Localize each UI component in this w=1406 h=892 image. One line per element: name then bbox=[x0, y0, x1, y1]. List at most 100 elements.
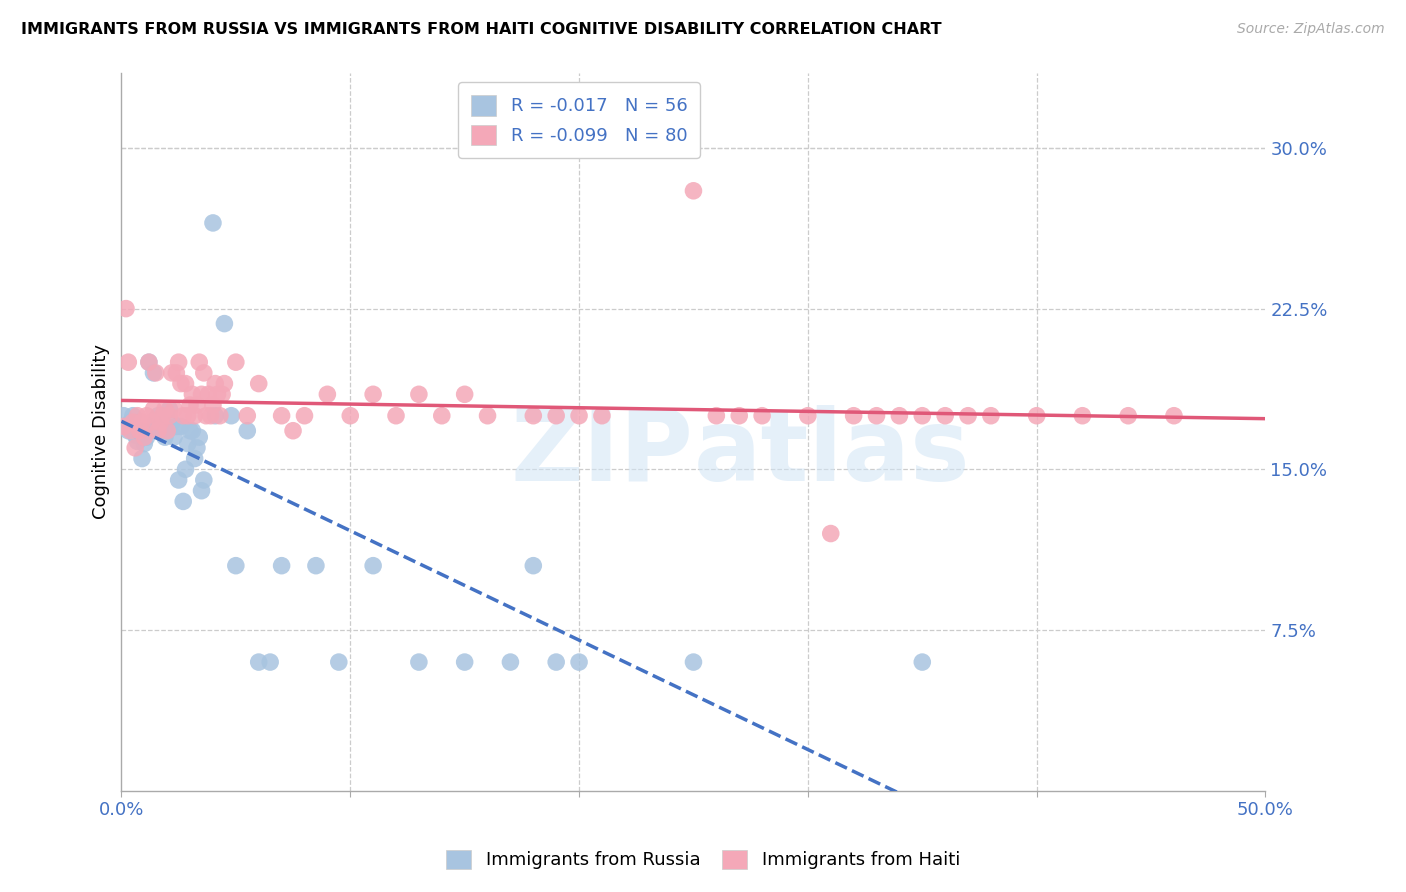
Point bbox=[183, 451, 205, 466]
Point bbox=[165, 419, 187, 434]
Point bbox=[270, 409, 292, 423]
Point bbox=[889, 409, 911, 423]
Point bbox=[117, 424, 139, 438]
Point bbox=[728, 409, 751, 423]
Legend: Immigrants from Russia, Immigrants from Haiti: Immigrants from Russia, Immigrants from … bbox=[437, 841, 969, 879]
Point bbox=[138, 355, 160, 369]
Point bbox=[211, 387, 233, 401]
Point bbox=[122, 415, 145, 429]
Point bbox=[430, 409, 453, 423]
Point bbox=[115, 419, 138, 434]
Point bbox=[120, 415, 142, 429]
Point bbox=[546, 409, 568, 423]
Point bbox=[170, 419, 193, 434]
Point bbox=[1071, 409, 1094, 423]
Point bbox=[328, 655, 350, 669]
Point bbox=[188, 355, 211, 369]
Point bbox=[361, 387, 384, 401]
Point bbox=[568, 655, 591, 669]
Text: atlas: atlas bbox=[693, 405, 970, 502]
Point bbox=[131, 415, 153, 429]
Point bbox=[236, 409, 259, 423]
Point bbox=[797, 409, 820, 423]
Point bbox=[957, 409, 980, 423]
Point bbox=[172, 494, 194, 508]
Point bbox=[259, 655, 281, 669]
Point bbox=[214, 376, 236, 391]
Point bbox=[142, 402, 165, 417]
Point bbox=[499, 655, 522, 669]
Point bbox=[208, 409, 231, 423]
Point bbox=[112, 419, 135, 434]
Point bbox=[142, 366, 165, 380]
Point bbox=[181, 424, 204, 438]
Point bbox=[117, 355, 139, 369]
Point bbox=[408, 387, 430, 401]
Point bbox=[247, 376, 270, 391]
Point bbox=[179, 398, 201, 412]
Point bbox=[134, 436, 156, 450]
Point bbox=[197, 387, 219, 401]
Point bbox=[153, 402, 176, 417]
Point bbox=[152, 415, 174, 429]
Point bbox=[408, 655, 430, 669]
Point bbox=[177, 409, 200, 423]
Point bbox=[159, 402, 181, 417]
Point bbox=[170, 376, 193, 391]
Text: IMMIGRANTS FROM RUSSIA VS IMMIGRANTS FROM HAITI COGNITIVE DISABILITY CORRELATION: IMMIGRANTS FROM RUSSIA VS IMMIGRANTS FRO… bbox=[21, 22, 942, 37]
Point bbox=[160, 415, 183, 429]
Point bbox=[201, 216, 224, 230]
Point bbox=[865, 409, 887, 423]
Point bbox=[1116, 409, 1139, 423]
Point bbox=[120, 424, 142, 438]
Point bbox=[214, 317, 236, 331]
Point bbox=[183, 409, 205, 423]
Point bbox=[149, 415, 172, 429]
Point bbox=[124, 441, 146, 455]
Point bbox=[1163, 409, 1185, 423]
Point bbox=[186, 441, 208, 455]
Point bbox=[181, 387, 204, 401]
Point bbox=[186, 398, 208, 412]
Point bbox=[124, 428, 146, 442]
Point bbox=[207, 387, 229, 401]
Point bbox=[195, 409, 218, 423]
Text: Source: ZipAtlas.com: Source: ZipAtlas.com bbox=[1237, 22, 1385, 37]
Point bbox=[190, 483, 212, 498]
Point bbox=[294, 409, 316, 423]
Point bbox=[153, 430, 176, 444]
Point bbox=[751, 409, 773, 423]
Point bbox=[145, 366, 167, 380]
Point bbox=[134, 430, 156, 444]
Point bbox=[704, 409, 727, 423]
Point bbox=[225, 558, 247, 573]
Point bbox=[200, 409, 222, 423]
Point bbox=[112, 409, 135, 423]
Point bbox=[522, 409, 544, 423]
Point bbox=[188, 430, 211, 444]
Point bbox=[135, 409, 157, 423]
Point bbox=[980, 409, 1002, 423]
Point bbox=[591, 409, 613, 423]
Point bbox=[453, 655, 475, 669]
Point bbox=[160, 366, 183, 380]
Point bbox=[179, 424, 201, 438]
Point bbox=[193, 473, 215, 487]
Point bbox=[281, 424, 304, 438]
Point bbox=[165, 366, 187, 380]
Point bbox=[149, 424, 172, 438]
Point bbox=[122, 409, 145, 423]
Point bbox=[247, 655, 270, 669]
Point bbox=[146, 409, 169, 423]
Point bbox=[177, 436, 200, 450]
Point bbox=[145, 415, 167, 429]
Point bbox=[141, 424, 163, 438]
Point bbox=[1025, 409, 1047, 423]
Point bbox=[146, 424, 169, 438]
Point bbox=[156, 424, 179, 438]
Point bbox=[127, 409, 149, 423]
Point bbox=[115, 301, 138, 316]
Point bbox=[270, 558, 292, 573]
Point bbox=[911, 655, 934, 669]
Point bbox=[546, 655, 568, 669]
